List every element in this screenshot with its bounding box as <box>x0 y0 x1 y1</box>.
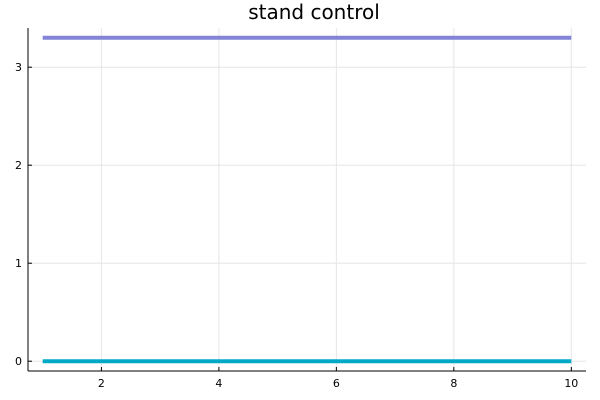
y-tick-label: 3 <box>15 61 22 74</box>
y-tick-label: 2 <box>15 159 22 172</box>
x-tick-label: 10 <box>564 377 578 390</box>
axes <box>27 28 586 372</box>
grid <box>28 28 586 371</box>
x-tick-label: 8 <box>450 377 457 390</box>
x-tick-label: 6 <box>333 377 340 390</box>
tick-labels: 2 4 6 8 10 0 1 2 3 <box>15 61 578 390</box>
y-tick-label: 0 <box>15 355 22 368</box>
chart-title: stand control <box>248 0 380 24</box>
y-tick-label: 1 <box>15 257 22 270</box>
series-layer <box>42 35 572 364</box>
x-tick-label: 4 <box>215 377 222 390</box>
x-tick-label: 2 <box>98 377 105 390</box>
